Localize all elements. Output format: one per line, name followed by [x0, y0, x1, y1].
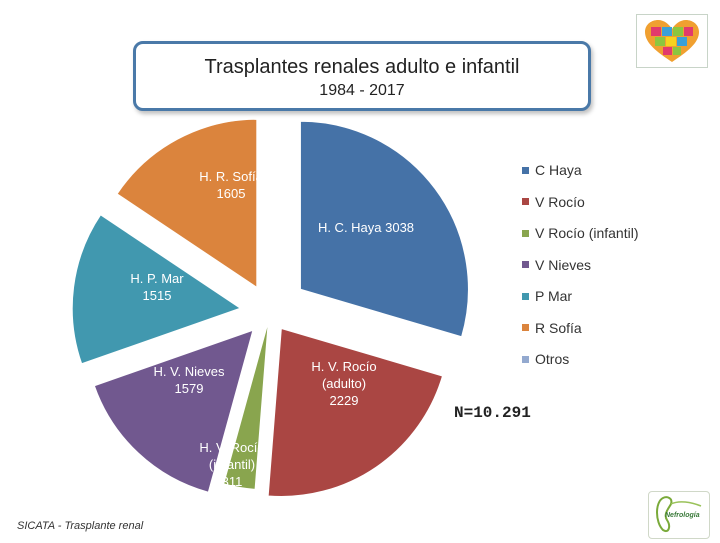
legend-swatch [522, 324, 529, 331]
legend-label: V Rocío [535, 193, 585, 210]
legend-label: C Haya [535, 162, 582, 178]
source-footer: SICATA - Trasplante renal [17, 520, 144, 532]
pie-slice-v-roc-o [267, 327, 444, 497]
data-label-3: H. V. Nieves 1579 [153, 364, 225, 396]
chart-subtitle: 1984 - 2017 [319, 82, 405, 99]
legend-item: V Rocío (infantil) [522, 225, 638, 241]
legend-item: V Rocío [522, 194, 585, 210]
pie-slice-v-nieves [93, 329, 254, 493]
nephrology-logo: Nefrología [648, 491, 710, 539]
legend-label: V Rocío (infantil) [535, 225, 639, 241]
legend-swatch [522, 229, 529, 237]
legend-item: P Mar [522, 288, 572, 304]
legend-label: R Sofía [535, 319, 582, 336]
chart-title: Trasplantes renales adulto e infantil [204, 56, 520, 78]
legend-swatch [522, 292, 529, 300]
pie-slice-v-roc-o-infantil [223, 321, 269, 490]
data-label-2: H. V. Rocío (infantil) 311 [199, 440, 264, 489]
pie-slice-c-haya [299, 120, 469, 338]
legend-swatch [522, 261, 529, 268]
legend-swatch [522, 166, 529, 174]
legend-label: V Nieves [535, 256, 592, 273]
legend-item: C Haya [522, 162, 582, 178]
heart-logo [636, 14, 708, 68]
legend-item: R Sofía [522, 320, 582, 336]
pie-slice-r-sof-a [116, 118, 258, 289]
total-count: N=10.291 [454, 404, 531, 422]
legend-swatch [522, 355, 529, 363]
data-label-1: H. V. Rocío (adulto) 2229 [311, 359, 376, 408]
legend-label: Otros [535, 351, 570, 367]
legend-swatch [522, 198, 529, 205]
nephrology-logo-text: Nefrología [665, 512, 700, 519]
legend-label: P Mar [535, 288, 573, 304]
data-label-4: H. P. Mar 1515 [130, 271, 184, 303]
data-label-5: H. R. Sofía 1605 [199, 169, 263, 201]
legend-item: V Nieves [522, 257, 591, 273]
pie-slice-p-mar [71, 214, 242, 365]
legend-item: Otros [522, 351, 569, 367]
data-label-0: H. C. Haya 3038 [318, 220, 414, 235]
title-box: Trasplantes renales adulto e infantil 19… [133, 41, 591, 111]
